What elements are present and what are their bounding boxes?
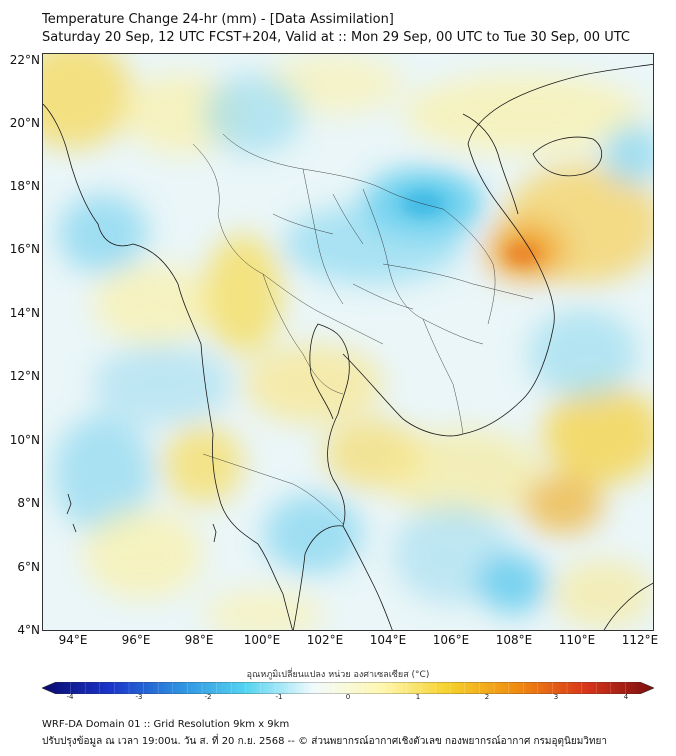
lat-tick-label: 22°N	[9, 53, 40, 67]
coastlines	[43, 63, 653, 630]
lon-tick-label: 106°E	[432, 633, 470, 647]
colorbar	[41, 679, 655, 695]
map-panel	[42, 53, 654, 631]
lon-tick-label: 102°E	[306, 633, 344, 647]
colorbar-tick: 3	[553, 693, 559, 701]
colorbar-tick: 2	[484, 693, 490, 701]
colorbar-tick: -4	[66, 693, 74, 701]
lon-tick-label: 108°E	[495, 633, 533, 647]
lat-tick-label: 12°N	[9, 369, 40, 383]
map-title: Temperature Change 24-hr (mm) - [Data As…	[42, 12, 394, 27]
map-subtitle: Saturday 20 Sep, 12 UTC FCST+204, Valid …	[42, 30, 630, 45]
lon-tick-label: 112°E	[621, 633, 659, 647]
lat-tick-label: 10°N	[9, 433, 40, 447]
lat-tick-label: 16°N	[9, 242, 40, 256]
lon-tick-label: 110°E	[558, 633, 596, 647]
colorbar-tick: 4	[623, 693, 629, 701]
colorbar-tick: -1	[275, 693, 283, 701]
temperature-change-map	[43, 54, 653, 630]
lon-tick-label: 100°E	[243, 633, 281, 647]
lat-tick-label: 8°N	[17, 496, 40, 510]
colorbar-title: อุณหภูมิเปลี่ยนแปลง หน่วย องศาเซลเซียส (…	[246, 670, 430, 680]
colorbar-tick: -3	[135, 693, 143, 701]
admin-borders	[192, 133, 534, 525]
lon-tick-label: 96°E	[121, 633, 151, 647]
credit-line: ปรับปรุงข้อมูล ณ เวลา 19:00น. วัน ส. ที่…	[42, 736, 607, 747]
lon-tick-label: 104°E	[369, 633, 407, 647]
colorbar-tick: 1	[415, 693, 421, 701]
lat-tick-label: 4°N	[17, 623, 40, 637]
lat-tick-label: 20°N	[9, 116, 40, 130]
colorbar-tick: 0	[345, 693, 351, 701]
lon-tick-label: 98°E	[184, 633, 214, 647]
lat-tick-label: 14°N	[9, 306, 40, 320]
model-info: WRF-DA Domain 01 :: Grid Resolution 9km …	[42, 719, 290, 730]
lat-tick-label: 18°N	[9, 179, 40, 193]
lon-tick-label: 94°E	[58, 633, 88, 647]
field-layer	[43, 54, 653, 630]
colorbar-tick: -2	[204, 693, 212, 701]
lat-tick-label: 6°N	[17, 560, 40, 574]
